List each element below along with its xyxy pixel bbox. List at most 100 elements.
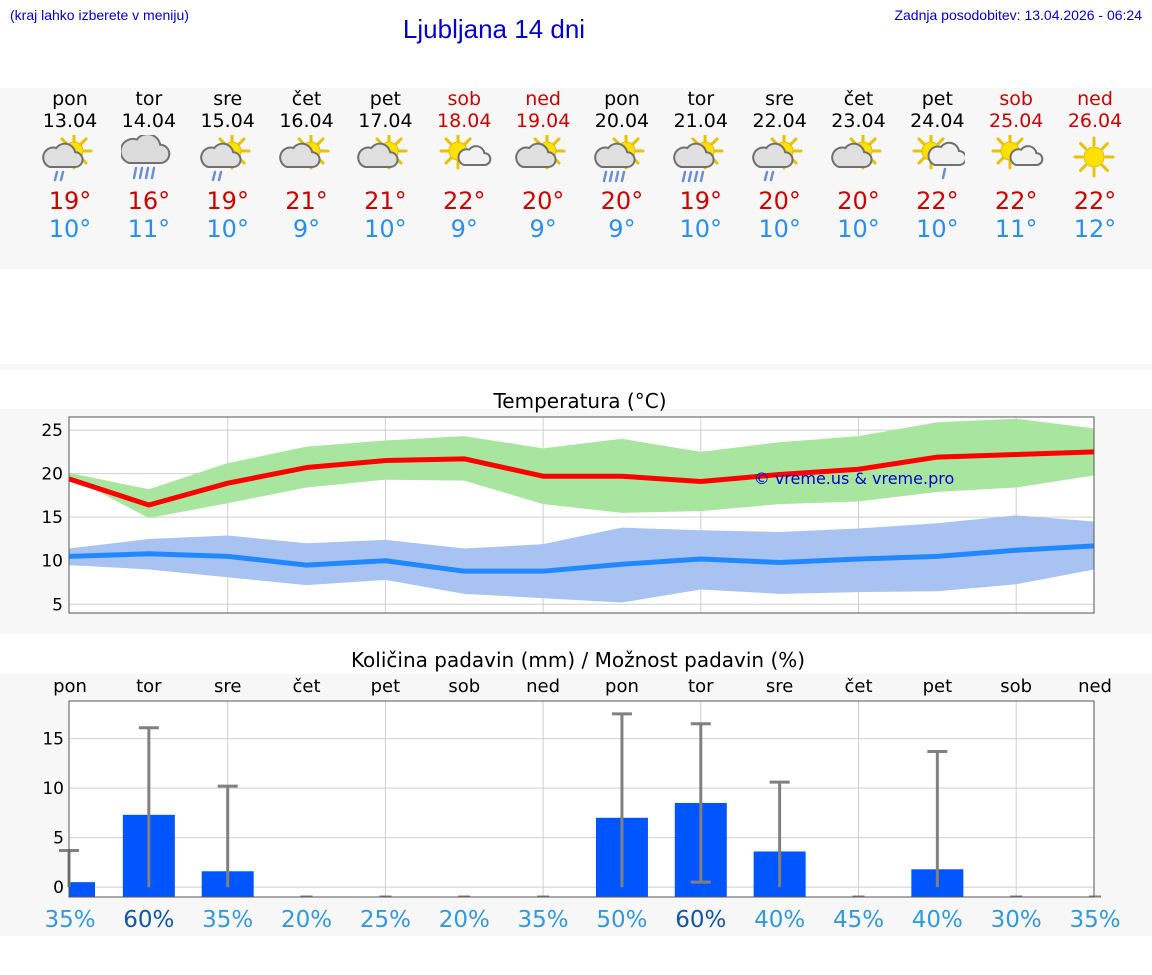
day-label: sre (214, 676, 241, 697)
day-column: pon 20.04 20° 9° (582, 88, 662, 243)
day-column: tor 14.04 16° 11° (109, 88, 189, 243)
mostly-sunny-icon (439, 135, 492, 170)
day-column: sob 18.04 22° 9° (424, 88, 504, 243)
partly-cloudy-heavy-rain-icon (673, 135, 724, 183)
precipitation-probability: 35% (202, 907, 253, 933)
day-name: sob (999, 88, 1033, 110)
day-column: čet 23.04 20° 10° (819, 88, 899, 243)
location-hint: (kraj lahko izberete v meniju) (10, 7, 189, 23)
day-name: pet (921, 88, 953, 110)
precipitation-probability: 40% (912, 907, 963, 933)
day-date: 25.04 (988, 110, 1044, 132)
partly-cloudy-icon (830, 135, 881, 170)
min-temperature: 11° (994, 215, 1038, 243)
precipitation-chart-title: Količina padavin (mm) / Možnost padavin … (351, 648, 805, 672)
forecast-band (0, 88, 1152, 269)
day-column: sre 22.04 20° 10° (740, 88, 820, 243)
day-name: sob (447, 88, 482, 110)
day-date: 18.04 (437, 110, 492, 132)
day-label: čet (844, 676, 872, 697)
precipitation-chart: Količina padavin (mm) / Možnost padavin … (42, 648, 1120, 933)
day-label: pon (605, 676, 639, 697)
partly-cloudy-icon (515, 135, 566, 170)
day-column: tor 21.04 19° 10° (661, 88, 741, 243)
day-column: sob 25.04 22° 11° (976, 88, 1056, 243)
precipitation-probability: 20% (439, 907, 490, 933)
y-tick-label: 15 (42, 730, 64, 750)
precipitation-probability: 30% (991, 907, 1042, 933)
max-temperature: 20° (521, 187, 565, 215)
day-label: čet (293, 676, 321, 697)
precipitation-probability: 60% (123, 907, 174, 933)
day-name: sre (765, 88, 795, 110)
temperature-line-max (68, 449, 1095, 508)
y-tick-label: 10 (41, 552, 63, 572)
max-temperature: 22° (994, 187, 1038, 215)
partly-cloudy-icon (278, 135, 330, 170)
day-name: čet (843, 88, 874, 110)
day-column: sre 15.04 19° 10° (188, 88, 268, 243)
precipitation-plot-frame (68, 700, 1095, 898)
min-temperature: 9° (450, 215, 478, 243)
precipitation-probability: 40% (754, 907, 805, 933)
day-date: 15.04 (200, 110, 255, 132)
precipitation-probability: 25% (360, 907, 411, 933)
day-date: 16.04 (279, 110, 334, 132)
min-temperature: 11° (127, 215, 171, 243)
precipitation-probability: 50% (596, 907, 647, 933)
day-date: 22.04 (752, 110, 807, 132)
day-date: 13.04 (42, 110, 98, 132)
day-name: pon (604, 88, 640, 110)
max-temperature: 20° (600, 187, 644, 215)
max-temperature: 22° (1073, 187, 1117, 215)
separator-band (0, 364, 1152, 370)
precipitation-probability: 35% (1069, 907, 1120, 933)
max-temperature: 22° (916, 187, 959, 215)
max-temperature: 19° (206, 187, 249, 215)
y-tick-label: 0 (53, 878, 64, 898)
y-tick-label: 5 (52, 595, 63, 615)
y-tick-label: 15 (41, 508, 63, 528)
temperature-range-band-min (69, 515, 1094, 603)
max-temperature: 21° (364, 187, 407, 215)
partly-cloudy-icon (357, 135, 408, 170)
sunny-icon (1073, 136, 1115, 178)
day-label: pet (923, 676, 953, 697)
min-temperature: 12° (1073, 215, 1117, 243)
day-name: čet (291, 88, 322, 110)
max-temperature: 19° (48, 187, 92, 215)
precipitation-probability: 60% (675, 907, 726, 933)
partly-cloudy-rain-icon (199, 135, 251, 182)
mostly-sunny-icon (991, 135, 1044, 170)
day-column: pon 13.04 19° 10° (30, 88, 110, 243)
temperature-range-band-max (69, 418, 1094, 519)
day-label: tor (136, 676, 162, 697)
day-label: pon (53, 676, 87, 697)
day-name: tor (135, 88, 163, 110)
temperature-plot-frame (68, 416, 1095, 614)
page-title: Ljubljana 14 dni (402, 14, 586, 44)
day-label: pet (371, 676, 401, 697)
watermark: © vreme.us & vreme.pro (754, 469, 955, 488)
day-label: sre (766, 676, 793, 697)
day-label: ned (526, 676, 560, 697)
daily-forecast: pon 13.04 19° 10° tor 14.04 16° 11° sre 15.04 19° 1… (0, 88, 1152, 268)
min-temperature: 10° (837, 215, 880, 243)
day-name: ned (525, 88, 561, 110)
min-temperature: 10° (206, 215, 249, 243)
day-label: ned (1078, 676, 1112, 697)
max-temperature: 20° (837, 187, 880, 215)
precipitation-bar (69, 882, 95, 897)
cloudy-heavy-rain-icon (120, 135, 171, 180)
precipitation-probability: 45% (833, 907, 884, 933)
day-label: sob (1000, 676, 1032, 697)
max-temperature: 19° (679, 187, 723, 215)
max-temperature: 21° (285, 187, 328, 215)
day-column: ned 26.04 22° 12° (1055, 88, 1135, 243)
temperature-line-min (68, 543, 1095, 574)
day-column: čet 16.04 21° 9° (267, 88, 347, 243)
precipitation-plot-area (69, 701, 1094, 897)
day-date: 14.04 (121, 110, 177, 132)
day-name: sre (213, 88, 243, 110)
day-date: 24.04 (910, 110, 965, 132)
